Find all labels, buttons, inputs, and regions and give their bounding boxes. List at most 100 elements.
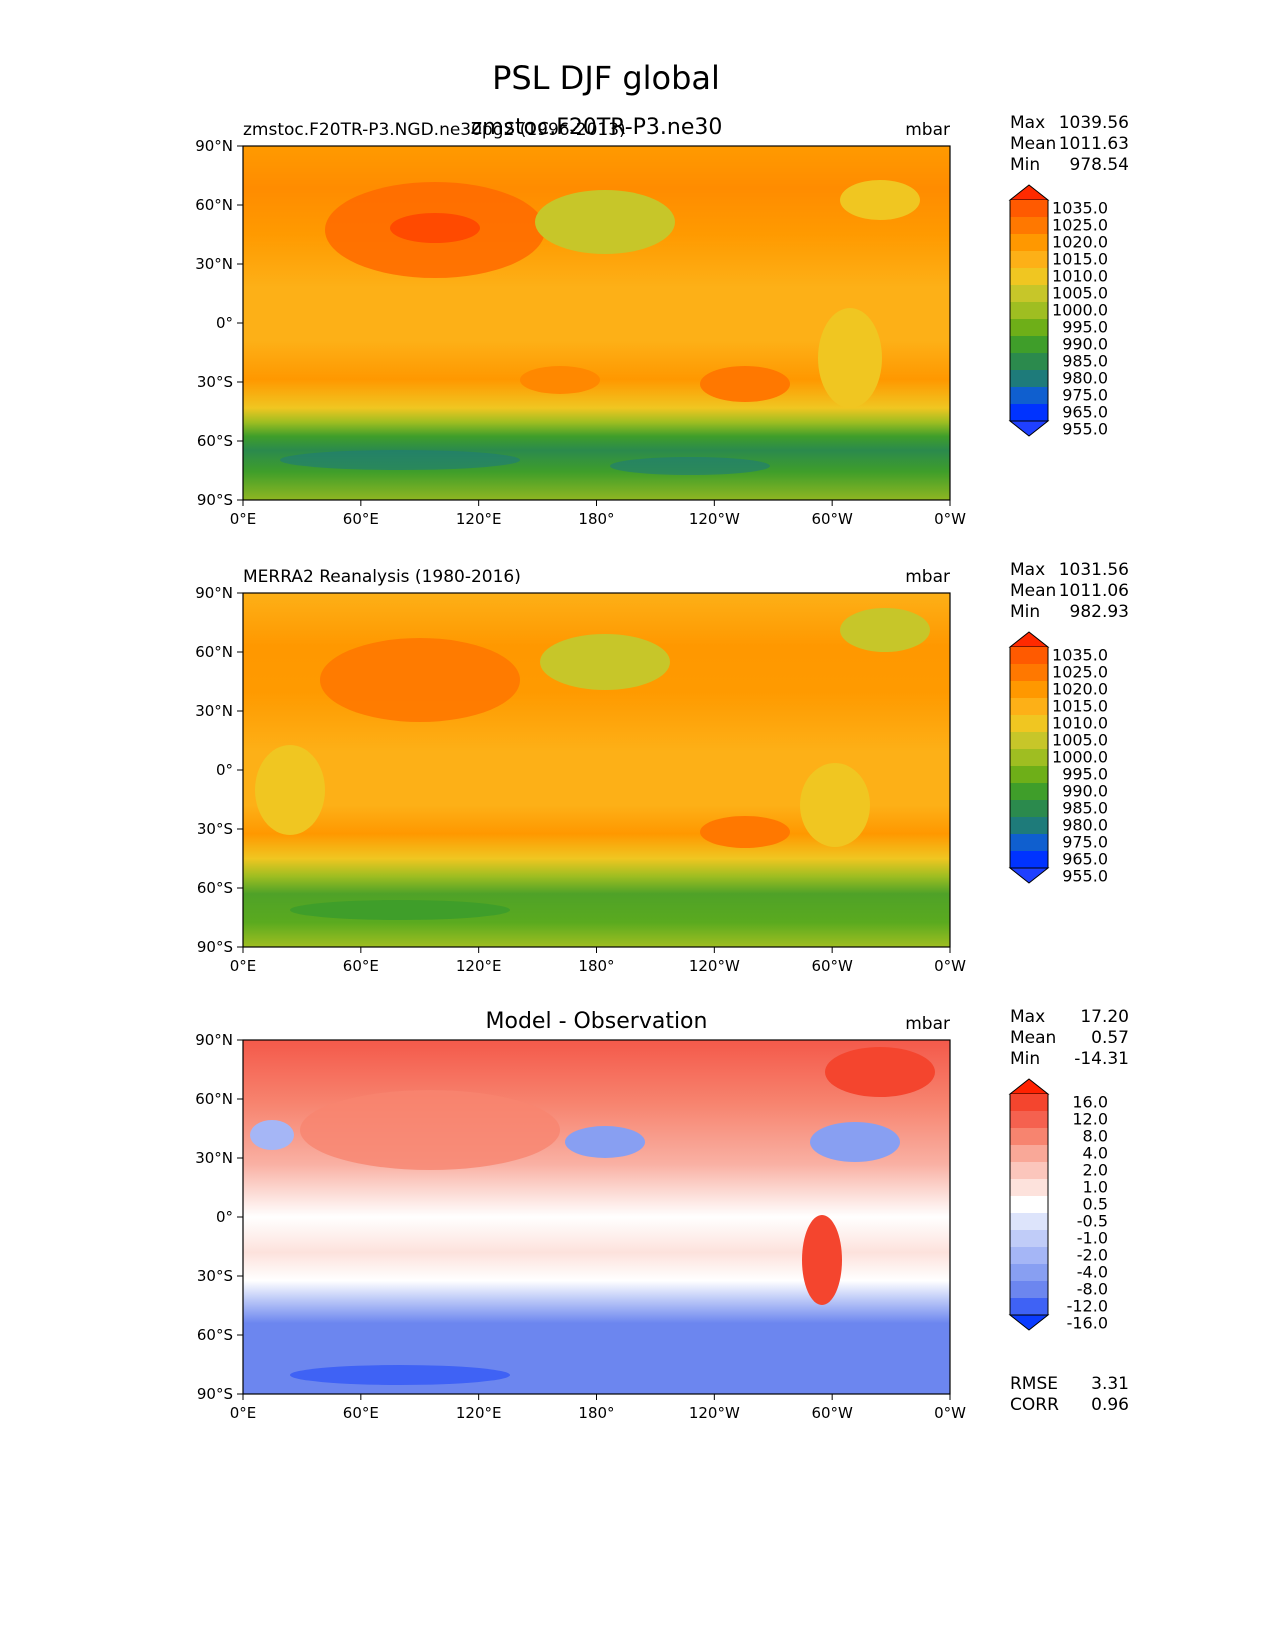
- colorbar-segment: [1010, 1247, 1048, 1264]
- colorbar-level-label: 1005.0: [1052, 284, 1108, 303]
- lat-tick-label: 60°N: [195, 196, 233, 214]
- stat-label: Min: [1010, 155, 1040, 175]
- pacific-high-south: [700, 366, 790, 402]
- panel-difference: [242, 1039, 951, 1395]
- stat-value: 1011.06: [1059, 581, 1129, 601]
- lon-tick-label: 180°: [578, 1404, 614, 1422]
- southern-negative: [290, 1365, 510, 1385]
- colorbar-level-label: 985.0: [1062, 799, 1108, 818]
- lat-tick-label: 60°S: [197, 1326, 233, 1344]
- colorbar-level-label: 955.0: [1062, 420, 1108, 439]
- colorbar-segment: [1010, 404, 1048, 421]
- colorbar-level-label: 4.0: [1083, 1144, 1108, 1163]
- lat-tick-label: 90°N: [195, 584, 233, 602]
- greenland-positive: [825, 1047, 935, 1097]
- lon-tick-label: 60°W: [811, 1404, 853, 1422]
- panel-left-label: MERRA2 Reanalysis (1980-2016): [243, 567, 521, 587]
- colorbar-segment: [1010, 817, 1048, 834]
- colorbar-level-label: 1010.0: [1052, 267, 1108, 286]
- lat-tick-label: 30°S: [197, 1267, 233, 1285]
- colorbar-segment: [1010, 1094, 1048, 1111]
- colorbar-segment: [1010, 1298, 1048, 1315]
- colorbar-segment: [1010, 1111, 1048, 1128]
- colorbar-level-label: 1025.0: [1052, 663, 1108, 682]
- lat-tick-label: 30°S: [197, 373, 233, 391]
- colorbar-segment: [1010, 715, 1048, 732]
- lat-tick-label: 90°S: [197, 1385, 233, 1403]
- colorbar-level-label: -8.0: [1077, 1280, 1108, 1299]
- stat-value: 3.31: [1091, 1374, 1129, 1394]
- colorbar-segment: [1010, 766, 1048, 783]
- panel-units: mbar: [905, 1014, 950, 1034]
- lon-tick-label: 60°W: [811, 957, 853, 975]
- colorbar-segment: [1010, 234, 1048, 251]
- stat-label: Min: [1010, 602, 1040, 622]
- colorbar-level-label: 12.0: [1072, 1110, 1108, 1129]
- colorbar-segment: [1010, 1281, 1048, 1298]
- stat-value: 0.96: [1091, 1395, 1129, 1415]
- colorbar-segment: [1010, 698, 1048, 715]
- stat-label: Max: [1010, 1007, 1045, 1027]
- lat-tick-label: 0°: [216, 761, 233, 779]
- lon-tick-label: 120°E: [456, 510, 502, 528]
- colorbar-segment: [1010, 647, 1048, 664]
- north-pacific-negative: [565, 1126, 645, 1158]
- icelandic-low: [840, 608, 930, 652]
- southern-low-2: [610, 457, 770, 475]
- lon-tick-label: 60°W: [811, 510, 853, 528]
- lon-tick-label: 180°: [578, 510, 614, 528]
- lon-tick-label: 120°E: [456, 957, 502, 975]
- colorbar-top-arrow: [1008, 184, 1050, 201]
- colorbar-bottom-arrow: [1008, 420, 1050, 437]
- stat-label: Max: [1010, 560, 1045, 580]
- colorbar-bottom-arrow: [1008, 867, 1050, 884]
- stat-value: 17.20: [1080, 1007, 1129, 1027]
- colorbar-segment: [1010, 353, 1048, 370]
- colorbar-segment: [1010, 1162, 1048, 1179]
- europe-negative: [250, 1120, 294, 1150]
- panel-left-label: zmstoc.F20TR-P3.NGD.ne30pg2 (1996-2013): [243, 120, 626, 140]
- colorbar-segment: [1010, 1196, 1048, 1213]
- stat-value: 0.57: [1091, 1028, 1129, 1048]
- colorbar-level-label: 965.0: [1062, 850, 1108, 869]
- colorbar-level-label: 975.0: [1062, 386, 1108, 405]
- stat-label: Max: [1010, 113, 1045, 133]
- southern-low: [280, 450, 520, 470]
- colorbar-level-label: 1035.0: [1052, 646, 1108, 665]
- colorbar-segment: [1010, 302, 1048, 319]
- colorbar-segment: [1010, 1213, 1048, 1230]
- panel-observation: [242, 592, 951, 948]
- colorbar-segment: [1010, 1179, 1048, 1196]
- south-america-low: [818, 308, 882, 408]
- stat-label: Mean: [1010, 581, 1056, 601]
- colorbar-level-label: 995.0: [1062, 318, 1108, 337]
- colorbar-level-label: 990.0: [1062, 782, 1108, 801]
- colorbar-segment: [1010, 251, 1048, 268]
- colorbar-segment: [1010, 285, 1048, 302]
- stat-value: 1031.56: [1059, 560, 1129, 580]
- colorbar-level-label: 1010.0: [1052, 714, 1108, 733]
- icelandic-low: [840, 180, 920, 220]
- colorbar-level-label: 1025.0: [1052, 216, 1108, 235]
- colorbar-level-label: 990.0: [1062, 335, 1108, 354]
- lat-tick-label: 0°: [216, 314, 233, 332]
- south-america-low: [800, 763, 870, 847]
- lat-tick-label: 0°: [216, 1208, 233, 1226]
- colorbar-level-label: -0.5: [1077, 1212, 1108, 1231]
- lon-tick-label: 180°: [578, 957, 614, 975]
- lat-tick-label: 90°S: [197, 491, 233, 509]
- pacific-high-south: [700, 816, 790, 848]
- colorbar-segment: [1010, 217, 1048, 234]
- colorbar-segment: [1010, 1145, 1048, 1162]
- lat-tick-label: 90°S: [197, 938, 233, 956]
- colorbar-level-label: 995.0: [1062, 765, 1108, 784]
- lat-tick-label: 60°S: [197, 432, 233, 450]
- lat-tick-label: 60°S: [197, 879, 233, 897]
- colorbar-level-label: -1.0: [1077, 1229, 1108, 1248]
- lon-tick-label: 0°E: [230, 1404, 257, 1422]
- colorbar-top-arrow: [1008, 631, 1050, 648]
- colorbar-level-label: 955.0: [1062, 867, 1108, 886]
- lon-tick-label: 0°E: [230, 510, 257, 528]
- lon-tick-label: 0°W: [934, 510, 966, 528]
- colorbar-level-label: 1000.0: [1052, 748, 1108, 767]
